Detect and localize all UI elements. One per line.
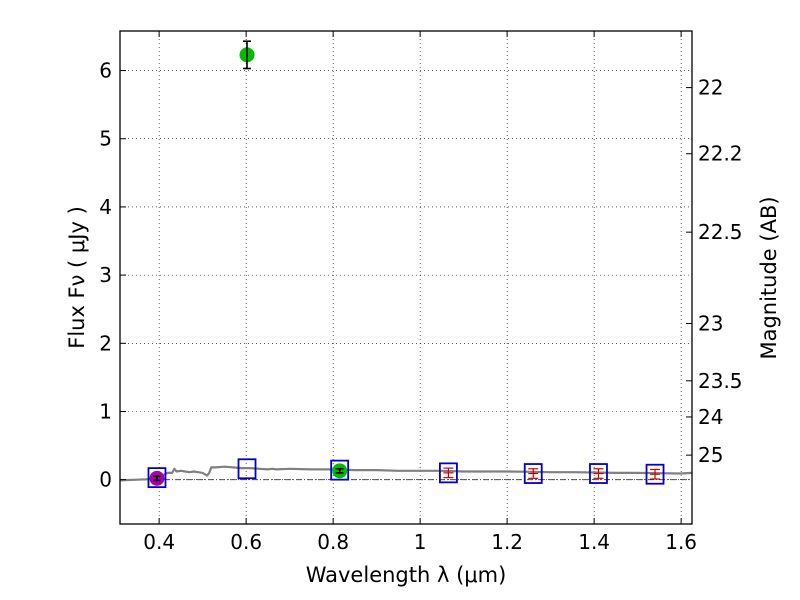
x-axis-title: Wavelength λ (μm) xyxy=(306,563,507,587)
y-tick-label: 3 xyxy=(99,263,112,287)
y-tick-label: 0 xyxy=(99,468,112,492)
ticks xyxy=(120,31,692,524)
right-tick-label: 22 xyxy=(698,76,723,100)
y-tick-label: 2 xyxy=(99,331,112,355)
x-tick-label: 0.4 xyxy=(143,530,175,554)
model-square-marker xyxy=(237,458,257,480)
model-square-marker xyxy=(589,463,608,484)
y-tick-label: 6 xyxy=(99,59,112,83)
model-square-marker xyxy=(645,463,665,485)
plot-frame xyxy=(119,30,693,525)
y-tick-label: 1 xyxy=(99,399,112,423)
y-tick-label: 5 xyxy=(99,127,112,151)
right-tick-label: 22.5 xyxy=(698,220,743,244)
y-right-axis-title: Magnitude (AB) xyxy=(757,196,781,359)
model-square-marker xyxy=(330,459,350,481)
x-tick-label: 1.6 xyxy=(665,530,697,554)
model-square-marker xyxy=(439,462,458,484)
x-tick-label: 0.8 xyxy=(317,530,349,554)
model-square-marker xyxy=(147,467,167,489)
grid xyxy=(120,31,692,524)
x-tick-label: 0.6 xyxy=(230,530,262,554)
right-tick-label: 22.2 xyxy=(698,142,743,166)
tick-labels: 0.4 0.6 0.8 1 1.2 1.4 1.601234562222.222.52323… xyxy=(99,59,742,554)
x-tick-label: 1 xyxy=(414,530,427,554)
right-tick-label: 23 xyxy=(698,312,723,336)
y-tick-label: 4 xyxy=(99,195,112,219)
model-square-marker xyxy=(523,463,543,484)
right-tick-label: 24 xyxy=(698,405,723,429)
y-axis-title: Flux Fν ( μJy ) xyxy=(65,206,89,349)
x-tick-label: 1.4 xyxy=(578,530,610,554)
right-tick-label: 25 xyxy=(698,443,723,467)
x-tick-label: 1.2 xyxy=(491,530,523,554)
right-tick-label: 23.5 xyxy=(698,369,743,393)
series-layer xyxy=(119,40,693,489)
